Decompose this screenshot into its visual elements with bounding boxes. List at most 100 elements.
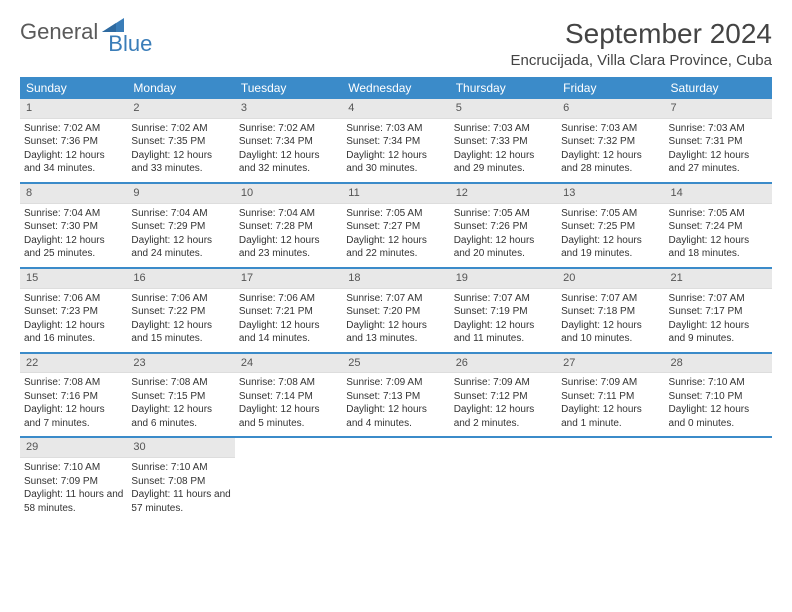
weekday-header: SundayMondayTuesdayWednesdayThursdayFrid…	[20, 77, 772, 99]
week-row: 8Sunrise: 7:04 AMSunset: 7:30 PMDaylight…	[20, 184, 772, 269]
day-body: Sunrise: 7:03 AMSunset: 7:31 PMDaylight:…	[665, 119, 772, 182]
daylight-line: Daylight: 12 hours and 1 minute.	[561, 403, 660, 430]
sunrise-line: Sunrise: 7:07 AM	[561, 292, 660, 306]
sunrise-line: Sunrise: 7:03 AM	[669, 122, 768, 136]
day-number: 14	[665, 184, 772, 204]
day-number: 28	[665, 354, 772, 374]
daylight-line: Daylight: 12 hours and 29 minutes.	[454, 149, 553, 176]
sunrise-line: Sunrise: 7:02 AM	[131, 122, 230, 136]
calendar: SundayMondayTuesdayWednesdayThursdayFrid…	[20, 77, 772, 521]
sunset-line: Sunset: 7:11 PM	[561, 390, 660, 404]
sunrise-line: Sunrise: 7:09 AM	[561, 376, 660, 390]
daylight-line: Daylight: 12 hours and 27 minutes.	[669, 149, 768, 176]
sunset-line: Sunset: 7:19 PM	[454, 305, 553, 319]
day-body: Sunrise: 7:10 AMSunset: 7:08 PMDaylight:…	[127, 458, 234, 521]
week-row: 15Sunrise: 7:06 AMSunset: 7:23 PMDayligh…	[20, 269, 772, 354]
sunset-line: Sunset: 7:35 PM	[131, 135, 230, 149]
daylight-line: Daylight: 12 hours and 33 minutes.	[131, 149, 230, 176]
day-number: 20	[557, 269, 664, 289]
day-body: Sunrise: 7:07 AMSunset: 7:20 PMDaylight:…	[342, 289, 449, 352]
daylight-line: Daylight: 12 hours and 13 minutes.	[346, 319, 445, 346]
day-cell: 15Sunrise: 7:06 AMSunset: 7:23 PMDayligh…	[20, 269, 127, 352]
day-number: 24	[235, 354, 342, 374]
day-cell: 20Sunrise: 7:07 AMSunset: 7:18 PMDayligh…	[557, 269, 664, 352]
sunrise-line: Sunrise: 7:06 AM	[131, 292, 230, 306]
day-cell: 4Sunrise: 7:03 AMSunset: 7:34 PMDaylight…	[342, 99, 449, 182]
sunset-line: Sunset: 7:13 PM	[346, 390, 445, 404]
sunrise-line: Sunrise: 7:04 AM	[239, 207, 338, 221]
day-cell: 7Sunrise: 7:03 AMSunset: 7:31 PMDaylight…	[665, 99, 772, 182]
day-cell: 27Sunrise: 7:09 AMSunset: 7:11 PMDayligh…	[557, 354, 664, 437]
daylight-line: Daylight: 11 hours and 57 minutes.	[131, 488, 230, 515]
day-body: Sunrise: 7:05 AMSunset: 7:27 PMDaylight:…	[342, 204, 449, 267]
sunrise-line: Sunrise: 7:10 AM	[131, 461, 230, 475]
sunset-line: Sunset: 7:16 PM	[24, 390, 123, 404]
daylight-line: Daylight: 12 hours and 18 minutes.	[669, 234, 768, 261]
sunset-line: Sunset: 7:34 PM	[346, 135, 445, 149]
day-cell: 13Sunrise: 7:05 AMSunset: 7:25 PMDayligh…	[557, 184, 664, 267]
daylight-line: Daylight: 12 hours and 10 minutes.	[561, 319, 660, 346]
day-number: 30	[127, 438, 234, 458]
sunset-line: Sunset: 7:20 PM	[346, 305, 445, 319]
day-body: Sunrise: 7:09 AMSunset: 7:12 PMDaylight:…	[450, 373, 557, 436]
daylight-line: Daylight: 12 hours and 34 minutes.	[24, 149, 123, 176]
sunset-line: Sunset: 7:12 PM	[454, 390, 553, 404]
day-number: 18	[342, 269, 449, 289]
empty-cell	[342, 438, 449, 521]
sunset-line: Sunset: 7:33 PM	[454, 135, 553, 149]
empty-cell	[450, 438, 557, 521]
day-cell: 11Sunrise: 7:05 AMSunset: 7:27 PMDayligh…	[342, 184, 449, 267]
sunrise-line: Sunrise: 7:07 AM	[669, 292, 768, 306]
day-cell: 16Sunrise: 7:06 AMSunset: 7:22 PMDayligh…	[127, 269, 234, 352]
day-body: Sunrise: 7:08 AMSunset: 7:14 PMDaylight:…	[235, 373, 342, 436]
day-number: 1	[20, 99, 127, 119]
day-body: Sunrise: 7:02 AMSunset: 7:36 PMDaylight:…	[20, 119, 127, 182]
day-body: Sunrise: 7:08 AMSunset: 7:16 PMDaylight:…	[20, 373, 127, 436]
empty-cell	[665, 438, 772, 521]
logo-text-general: General	[20, 19, 98, 45]
weeks-container: 1Sunrise: 7:02 AMSunset: 7:36 PMDaylight…	[20, 99, 772, 521]
day-number: 12	[450, 184, 557, 204]
daylight-line: Daylight: 12 hours and 0 minutes.	[669, 403, 768, 430]
day-number: 15	[20, 269, 127, 289]
header: General Blue September 2024 Encrucijada,…	[20, 18, 772, 69]
sunrise-line: Sunrise: 7:10 AM	[24, 461, 123, 475]
sunrise-line: Sunrise: 7:02 AM	[239, 122, 338, 136]
day-body: Sunrise: 7:03 AMSunset: 7:34 PMDaylight:…	[342, 119, 449, 182]
day-body: Sunrise: 7:08 AMSunset: 7:15 PMDaylight:…	[127, 373, 234, 436]
sunset-line: Sunset: 7:32 PM	[561, 135, 660, 149]
daylight-line: Daylight: 12 hours and 23 minutes.	[239, 234, 338, 261]
daylight-line: Daylight: 12 hours and 2 minutes.	[454, 403, 553, 430]
sunrise-line: Sunrise: 7:10 AM	[669, 376, 768, 390]
day-cell: 29Sunrise: 7:10 AMSunset: 7:09 PMDayligh…	[20, 438, 127, 521]
day-number: 7	[665, 99, 772, 119]
day-number: 23	[127, 354, 234, 374]
sunrise-line: Sunrise: 7:04 AM	[24, 207, 123, 221]
day-cell: 14Sunrise: 7:05 AMSunset: 7:24 PMDayligh…	[665, 184, 772, 267]
sunset-line: Sunset: 7:09 PM	[24, 475, 123, 489]
weekday-col: Thursday	[450, 77, 557, 99]
day-number: 25	[342, 354, 449, 374]
daylight-line: Daylight: 12 hours and 11 minutes.	[454, 319, 553, 346]
sunrise-line: Sunrise: 7:07 AM	[454, 292, 553, 306]
day-cell: 2Sunrise: 7:02 AMSunset: 7:35 PMDaylight…	[127, 99, 234, 182]
sunset-line: Sunset: 7:17 PM	[669, 305, 768, 319]
title-block: September 2024 Encrucijada, Villa Clara …	[510, 18, 772, 69]
sunrise-line: Sunrise: 7:03 AM	[346, 122, 445, 136]
daylight-line: Daylight: 12 hours and 20 minutes.	[454, 234, 553, 261]
sunrise-line: Sunrise: 7:02 AM	[24, 122, 123, 136]
day-number: 17	[235, 269, 342, 289]
weekday-col: Friday	[557, 77, 664, 99]
day-cell: 5Sunrise: 7:03 AMSunset: 7:33 PMDaylight…	[450, 99, 557, 182]
daylight-line: Daylight: 12 hours and 9 minutes.	[669, 319, 768, 346]
sunrise-line: Sunrise: 7:08 AM	[24, 376, 123, 390]
day-cell: 28Sunrise: 7:10 AMSunset: 7:10 PMDayligh…	[665, 354, 772, 437]
daylight-line: Daylight: 12 hours and 32 minutes.	[239, 149, 338, 176]
day-number: 8	[20, 184, 127, 204]
day-body: Sunrise: 7:05 AMSunset: 7:26 PMDaylight:…	[450, 204, 557, 267]
sunrise-line: Sunrise: 7:08 AM	[131, 376, 230, 390]
sunset-line: Sunset: 7:26 PM	[454, 220, 553, 234]
day-cell: 9Sunrise: 7:04 AMSunset: 7:29 PMDaylight…	[127, 184, 234, 267]
week-row: 1Sunrise: 7:02 AMSunset: 7:36 PMDaylight…	[20, 99, 772, 184]
day-number: 5	[450, 99, 557, 119]
